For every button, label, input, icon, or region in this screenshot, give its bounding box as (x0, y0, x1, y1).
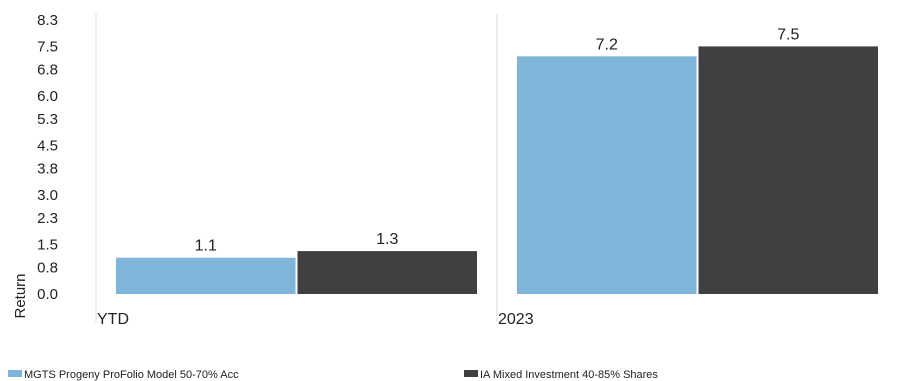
data-label: 1.1 (195, 238, 217, 255)
bar-chart: 1.1 1.3 7.2 7.5 0.0 0.8 1.5 2.3 3.0 3.8 4.5 5.3 6.0… (12, 12, 878, 328)
y-tick-label: 3.0 (37, 187, 58, 204)
legend-item-series-2: IA Mixed Investment 40-85% Shares (464, 369, 658, 381)
data-label: 7.2 (596, 36, 618, 53)
x-axis-categories: YTD 2023 (97, 311, 534, 328)
y-tick-label: 3.8 (37, 161, 58, 178)
legend-swatch-series-2 (464, 370, 478, 377)
y-tick-label: 4.5 (37, 137, 58, 154)
data-label: 7.5 (777, 26, 799, 43)
grid-lines (95, 14, 498, 322)
legend-label-series-2: IA Mixed Investment 40-85% Shares (480, 369, 658, 381)
y-tick-label: 2.3 (37, 210, 58, 227)
bar-1-ytd (116, 257, 296, 294)
y-tick-label: 8.3 (37, 12, 58, 29)
x-category-label: 2023 (498, 311, 534, 328)
bars (116, 46, 878, 295)
data-label: 1.3 (376, 231, 398, 248)
y-tick-label: 6.8 (37, 62, 58, 79)
y-axis-label: Return (12, 273, 29, 318)
legend-item-series-1: MGTS Progeny ProFolio Model 50-70% Acc (8, 369, 239, 381)
y-tick-label: 7.5 (37, 38, 58, 55)
bar-1-2023 (517, 56, 697, 295)
x-category-label: YTD (97, 311, 129, 328)
y-tick-label: 0.8 (37, 260, 58, 277)
data-labels: 1.1 1.3 7.2 7.5 (195, 26, 800, 254)
y-tick-label: 0.0 (37, 286, 58, 303)
legend: MGTS Progeny ProFolio Model 50-70% Acc I… (0, 369, 898, 381)
bar-2-2023 (698, 46, 878, 294)
y-tick-label: 5.3 (37, 111, 58, 128)
y-tick-label: 1.5 (37, 236, 58, 253)
y-tick-label: 6.0 (37, 88, 58, 105)
legend-label-series-1: MGTS Progeny ProFolio Model 50-70% Acc (24, 369, 239, 381)
legend-swatch-series-1 (8, 370, 22, 377)
y-axis-ticks: 0.0 0.8 1.5 2.3 3.0 3.8 4.5 5.3 6.0 6.8 7.5 8.3 (37, 12, 58, 303)
bar-2-ytd (297, 251, 477, 294)
